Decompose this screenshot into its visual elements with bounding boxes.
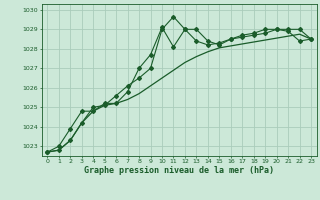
X-axis label: Graphe pression niveau de la mer (hPa): Graphe pression niveau de la mer (hPa) — [84, 166, 274, 175]
